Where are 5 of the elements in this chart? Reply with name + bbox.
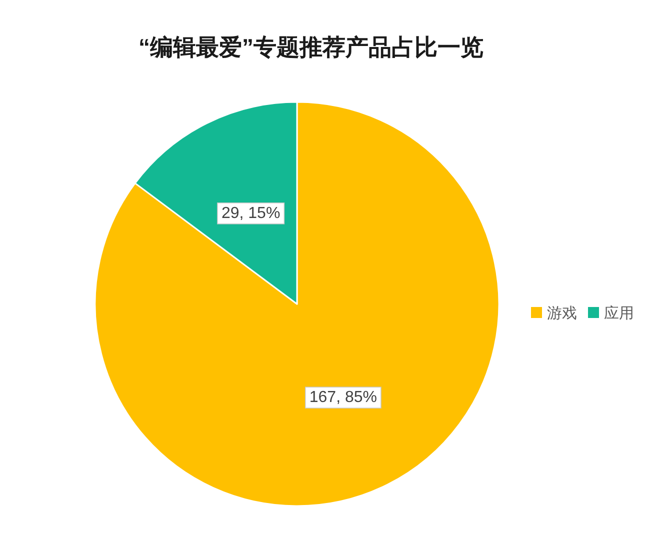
legend-label: 应用	[604, 305, 634, 322]
data-label: 29, 15%	[221, 204, 280, 222]
title: “编辑最爱”专题推荐产品占比一览	[138, 34, 484, 60]
data-label: 167, 85%	[309, 389, 377, 406]
legend-label: 游戏	[547, 305, 577, 322]
